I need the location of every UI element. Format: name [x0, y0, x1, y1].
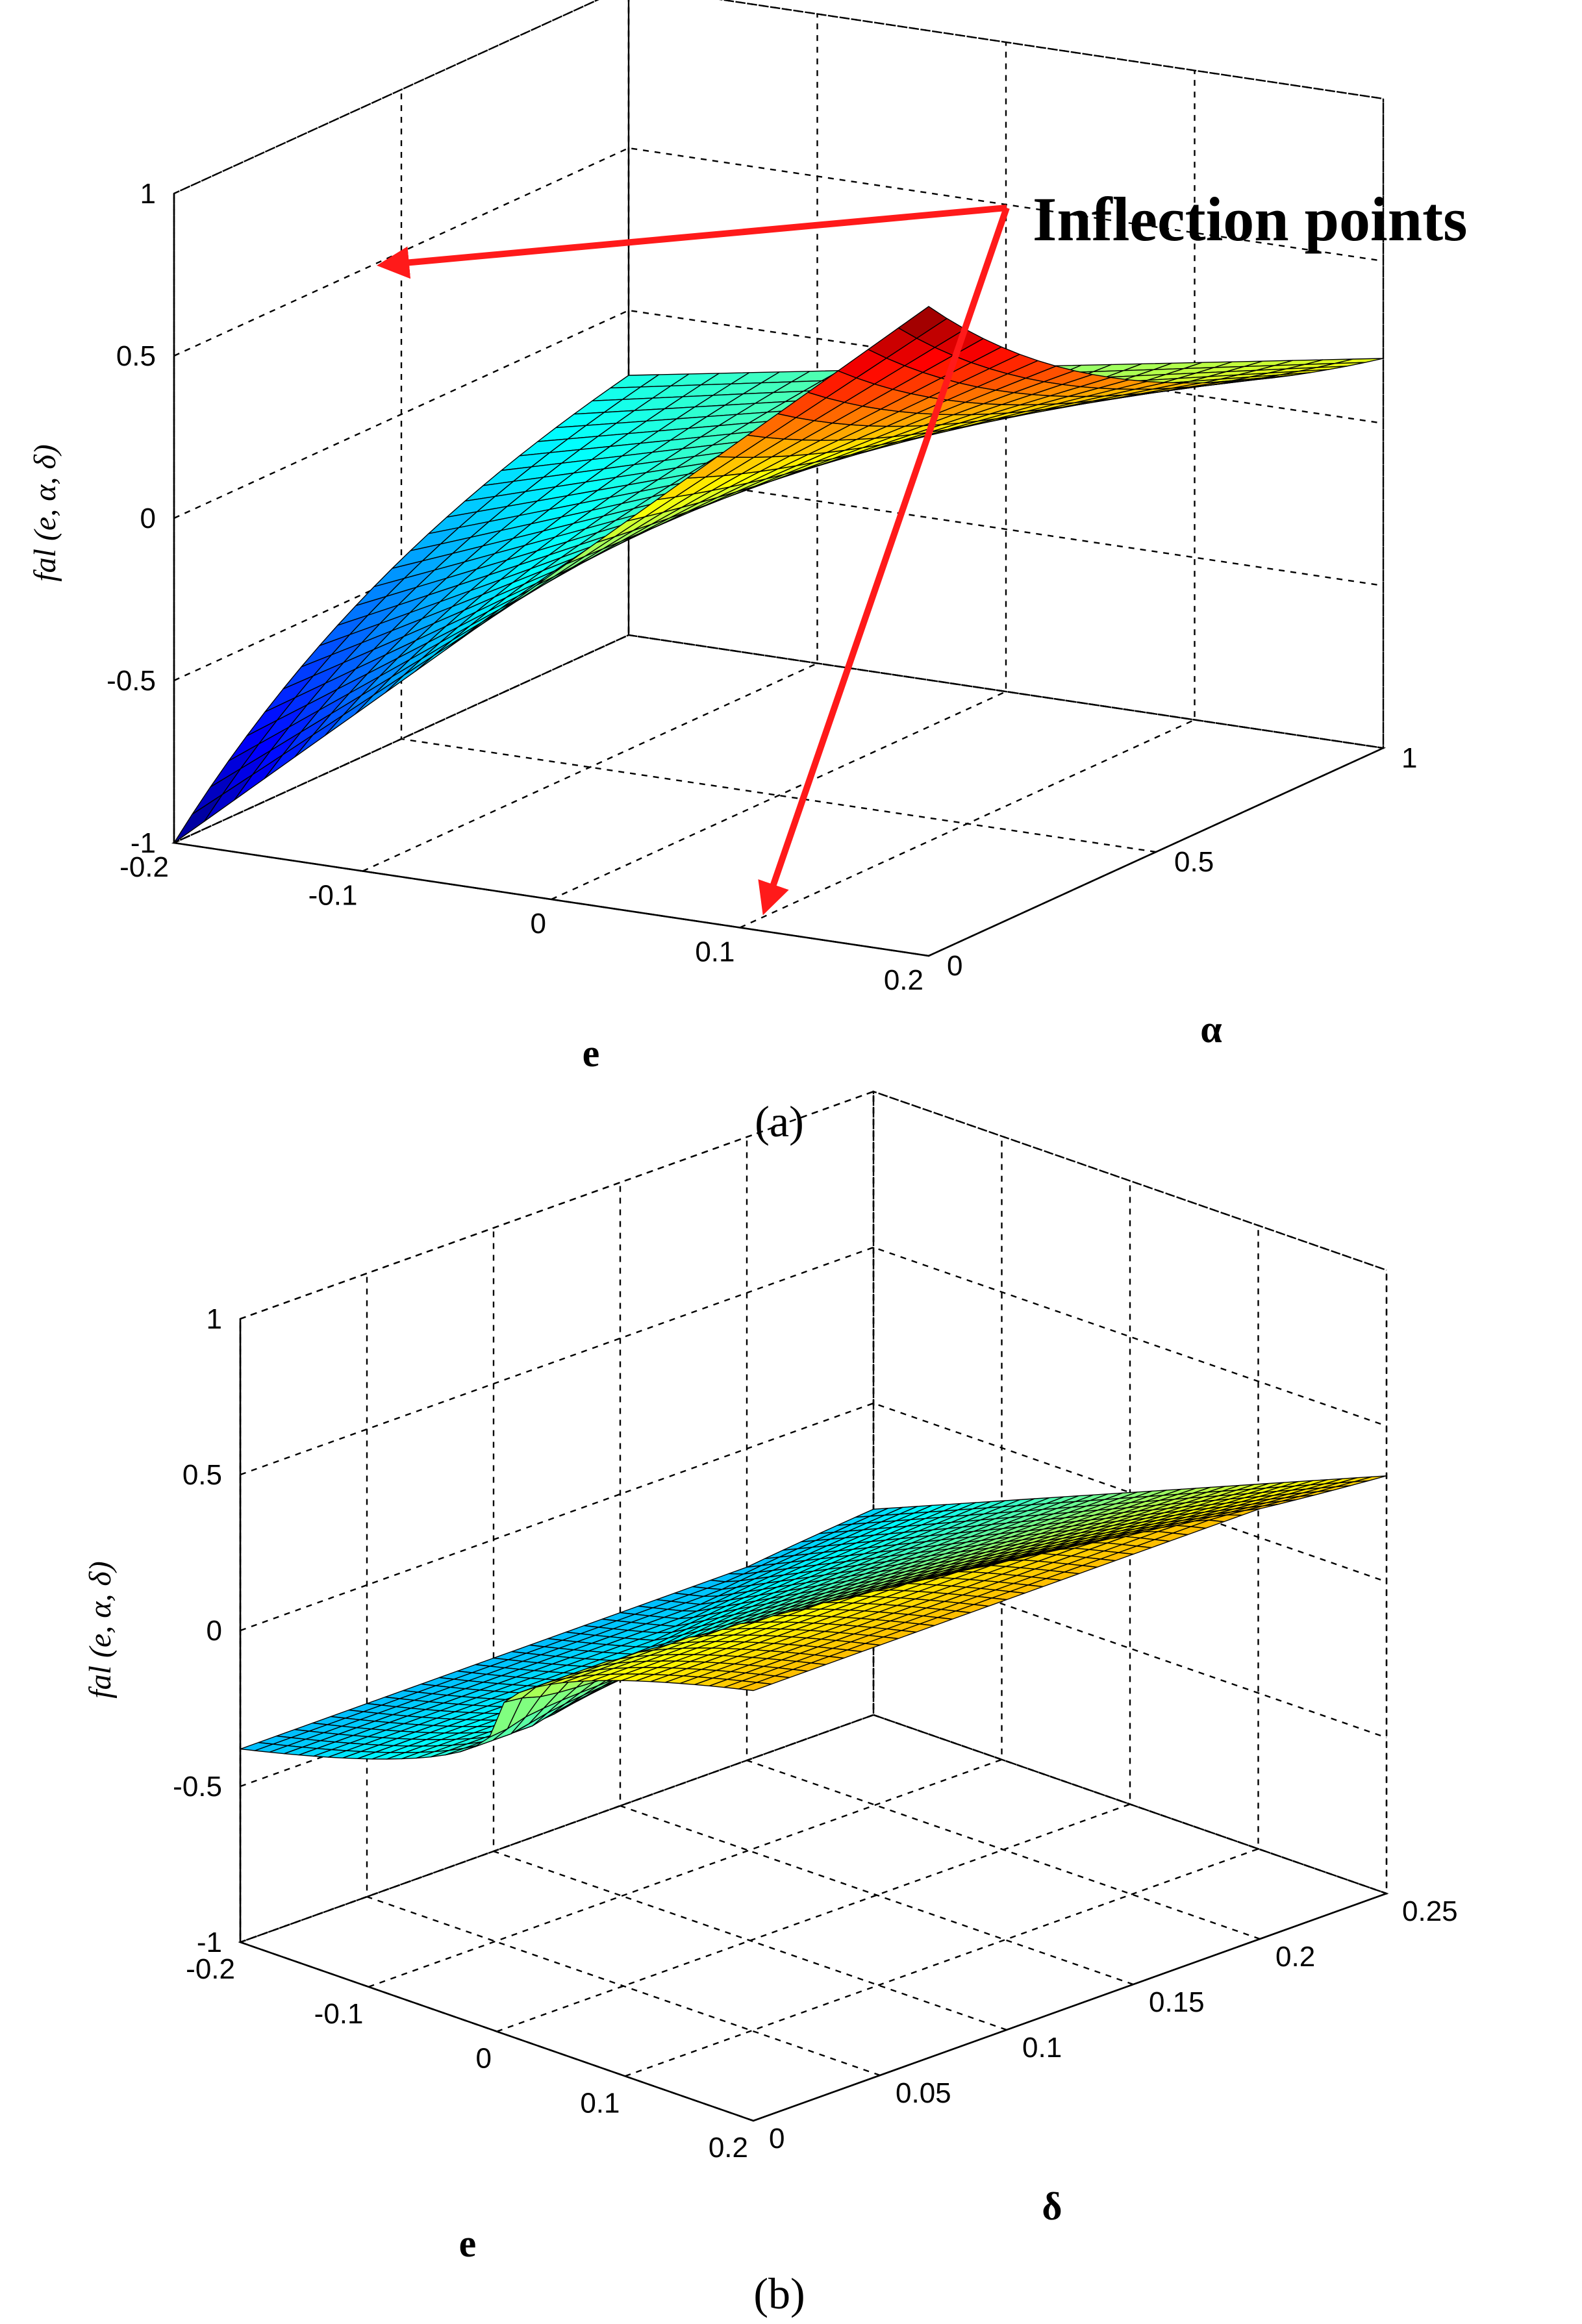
y-tick-label: 0.05	[896, 2077, 951, 2109]
panel-b-tick-labels: -1 -0.5 0 0.5 1 -0.2 -0.1 0 0.1 0.2 0 0.05 0.1 0.15 0.…	[173, 1303, 1457, 2164]
panel-b-surface	[240, 1475, 1387, 1760]
panel-b-y-axis-label: δ	[1042, 2185, 1062, 2228]
y-tick-label: 0	[947, 950, 962, 982]
panel-a-z-axis-label: fal (e, α, δ)	[28, 444, 62, 581]
x-tick-label: -0.2	[119, 851, 169, 883]
z-tick-label: -0.5	[173, 1771, 222, 1803]
inflection-points-label: Inflection points	[1033, 184, 1467, 254]
y-tick-label: 0	[769, 2123, 785, 2155]
y-gridline	[627, 0, 1384, 749]
x-tick-label: 0.2	[709, 2132, 748, 2164]
z-tick-label: 0.5	[116, 340, 156, 372]
surface-patch	[898, 306, 948, 339]
x-tick-label: 0	[531, 908, 546, 940]
panel-a-annotation: Inflection points	[377, 184, 1467, 916]
panel-a-y-axis-label: α	[1200, 1008, 1222, 1051]
y-tick-label: 0.5	[1174, 846, 1214, 878]
z-tick-label: -0.5	[107, 665, 156, 697]
z-gridline	[173, 471, 1384, 682]
z-tick-label: 0	[207, 1615, 222, 1647]
z-gridline	[173, 0, 1384, 195]
axes	[239, 1319, 1387, 2122]
y-gridline	[366, 1273, 881, 2077]
z-gridline	[240, 1090, 1387, 1320]
panel-b-z-axis-label: fal (e, α, δ)	[83, 1561, 118, 1698]
x-tick-label: 0	[476, 2043, 492, 2075]
panel-b: -1 -0.5 0 0.5 1 -0.2 -0.1 0 0.1 0.2 0 0.05 0.1 0.15 0.…	[83, 1090, 1458, 2318]
surface-patch	[173, 793, 223, 843]
x-gridline	[551, 42, 1007, 901]
caption-b: (b)	[753, 2269, 805, 2318]
x-gridline	[740, 70, 1196, 929]
z-tick-label: 0	[140, 503, 156, 534]
z-gridline	[240, 1402, 1387, 1632]
x-tick-label: 0.1	[695, 936, 734, 968]
z-gridline	[173, 147, 1384, 357]
x-gridline	[240, 1092, 875, 1943]
x-tick-label: 0.2	[884, 964, 923, 996]
inflection-arrow-lower	[758, 206, 1010, 916]
x-gridline	[753, 1270, 1388, 2122]
x-tick-label: -0.2	[186, 1953, 235, 1985]
y-tick-label: 0.2	[1275, 1941, 1315, 1973]
panel-b-x-axis-label: e	[459, 2222, 477, 2265]
floor-outline	[238, 1714, 1389, 2122]
x-gridline	[496, 1181, 1131, 2032]
z-gridline	[240, 1246, 1387, 1476]
surface-patch	[738, 1682, 772, 1692]
z-tick-label: 0.5	[182, 1459, 222, 1491]
z-tick-label: 1	[140, 178, 156, 210]
z-tick-label: 1	[207, 1303, 222, 1335]
z-tick-label: -1	[197, 1927, 222, 1958]
z-tick-label: -1	[131, 827, 156, 859]
y-tick-label: 1	[1401, 742, 1417, 774]
axes	[173, 194, 1384, 957]
back-wall-e	[239, 1090, 875, 1943]
y-gridline	[746, 1137, 1261, 1940]
y-gridline	[872, 1092, 1387, 1895]
y-gridline	[619, 1182, 1134, 1986]
x-tick-label: 0.1	[580, 2087, 620, 2119]
x-gridline	[173, 0, 630, 844]
x-tick-label: -0.1	[314, 1998, 364, 2030]
x-tick-label: -0.1	[308, 880, 358, 912]
caption-a: (a)	[755, 1097, 803, 1146]
y-gridline	[492, 1228, 1007, 2031]
panel-a-tick-labels: -1 -0.5 0 0.5 1 -0.2 -0.1 0 0.1 0.2 0 0.5 1	[107, 178, 1417, 996]
x-gridline	[625, 1225, 1259, 2077]
panel-a: -1 -0.5 0 0.5 1 -0.2 -0.1 0 0.1 0.2 0 0.5 1 e α fal …	[28, 0, 1467, 1146]
inflection-arrow-upper	[377, 205, 1007, 279]
y-tick-label: 0.1	[1022, 2032, 1062, 2064]
x-gridline	[362, 14, 818, 872]
x-gridline	[368, 1136, 1003, 1988]
y-tick-label: 0.25	[1402, 1895, 1458, 1927]
y-tick-label: 0.15	[1149, 1986, 1205, 2018]
panel-a-surface	[173, 306, 1384, 843]
panel-b-gridlines	[238, 1090, 1389, 2122]
y-gridline	[400, 90, 1157, 853]
panel-a-x-axis-label: e	[583, 1032, 600, 1075]
